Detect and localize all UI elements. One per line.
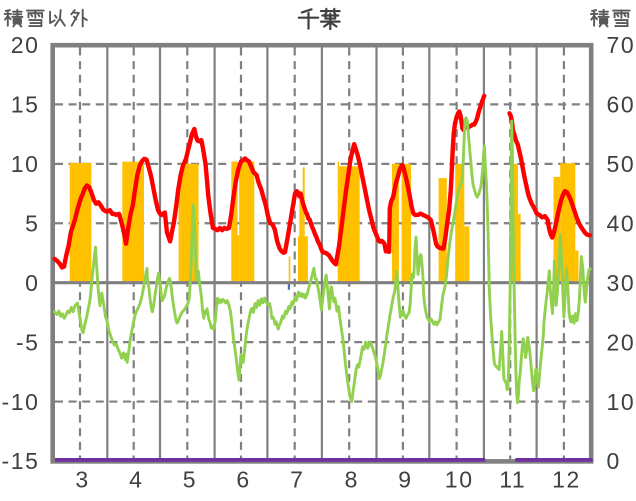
svg-text:-15: -15 xyxy=(1,448,39,474)
svg-text:0: 0 xyxy=(25,270,39,296)
svg-text:10: 10 xyxy=(11,151,40,177)
svg-text:30: 30 xyxy=(607,270,636,296)
svg-text:8: 8 xyxy=(345,467,359,493)
svg-text:12: 12 xyxy=(552,467,581,493)
svg-text:20: 20 xyxy=(11,32,40,58)
svg-text:-5: -5 xyxy=(16,329,40,355)
svg-text:20: 20 xyxy=(607,329,636,355)
svg-text:40: 40 xyxy=(607,211,636,237)
svg-text:7: 7 xyxy=(290,467,304,493)
svg-text:10: 10 xyxy=(445,467,474,493)
svg-text:5: 5 xyxy=(183,467,197,493)
svg-text:-10: -10 xyxy=(1,389,39,415)
svg-text:5: 5 xyxy=(25,211,39,237)
svg-text:15: 15 xyxy=(11,92,40,118)
svg-text:6: 6 xyxy=(236,467,250,493)
svg-text:70: 70 xyxy=(607,32,636,58)
svg-text:4: 4 xyxy=(129,467,143,493)
svg-text:9: 9 xyxy=(398,467,412,493)
svg-text:50: 50 xyxy=(607,151,636,177)
svg-text:3: 3 xyxy=(75,467,89,493)
svg-text:11: 11 xyxy=(499,467,526,493)
svg-text:10: 10 xyxy=(607,389,636,415)
svg-text:60: 60 xyxy=(607,92,636,118)
svg-text:0: 0 xyxy=(607,448,621,474)
